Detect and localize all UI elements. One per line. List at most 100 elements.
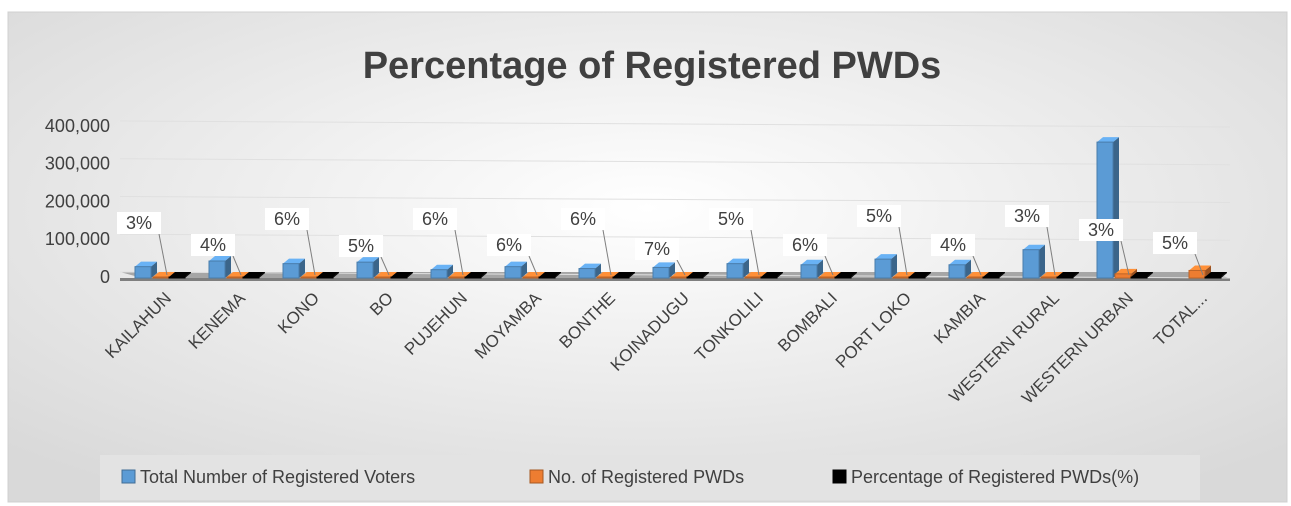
bar xyxy=(316,276,334,279)
bar-top xyxy=(135,261,157,267)
bar-side xyxy=(225,256,231,278)
bar-top xyxy=(227,272,249,277)
leader-line xyxy=(1120,240,1130,276)
bar xyxy=(1056,276,1074,279)
bar xyxy=(1204,276,1222,279)
y-tick-label: 300,000 xyxy=(45,154,110,174)
bar xyxy=(226,276,244,279)
bar-top xyxy=(391,272,413,277)
bar-side xyxy=(1205,265,1211,278)
bar-top xyxy=(243,272,265,277)
bar-top xyxy=(819,272,841,277)
bar xyxy=(430,269,448,279)
data-label: 6% xyxy=(422,209,448,229)
bar-side xyxy=(595,263,601,278)
bar-side xyxy=(1221,272,1227,278)
y-tick-label: 400,000 xyxy=(45,116,110,136)
bar xyxy=(1130,276,1148,279)
bar xyxy=(538,276,556,279)
bar-side xyxy=(1147,272,1153,278)
leader-line xyxy=(528,255,538,276)
data-label: 7% xyxy=(644,239,670,259)
data-label: 5% xyxy=(866,206,892,226)
floor-edge xyxy=(120,278,1230,281)
bar-side xyxy=(891,254,897,278)
bar xyxy=(908,276,926,279)
data-label: 6% xyxy=(570,209,596,229)
bar-top xyxy=(449,272,471,277)
data-label-box xyxy=(561,208,605,230)
bar xyxy=(464,276,482,279)
data-label-box xyxy=(635,238,679,260)
bar xyxy=(1096,141,1114,279)
bar-top xyxy=(761,272,783,277)
bar-side xyxy=(1131,268,1137,278)
bar-top xyxy=(613,272,635,277)
grid-line xyxy=(119,196,1231,203)
bar-top xyxy=(1131,272,1153,277)
data-label: 6% xyxy=(496,235,522,255)
bar xyxy=(834,276,852,279)
data-label-box xyxy=(191,234,235,256)
bar-top xyxy=(1041,272,1063,277)
bar xyxy=(652,266,670,279)
bar xyxy=(390,276,408,279)
bar-top xyxy=(687,272,709,277)
legend-label: Total Number of Registered Voters xyxy=(140,467,415,487)
data-label-box xyxy=(117,212,161,234)
y-tick-label: 100,000 xyxy=(45,229,110,249)
bar-side xyxy=(743,258,749,278)
leader-line xyxy=(232,255,242,276)
legend-label: Percentage of Registered PWDs(%) xyxy=(851,467,1139,487)
bar xyxy=(504,266,522,279)
data-label-box xyxy=(1005,205,1049,227)
bar-side xyxy=(447,264,453,278)
bar xyxy=(522,276,540,279)
data-label: 3% xyxy=(126,213,152,233)
bar-side xyxy=(407,272,413,278)
bar-top xyxy=(653,262,675,268)
bar-top xyxy=(1057,272,1079,277)
grid-line xyxy=(119,233,1231,241)
bar-top xyxy=(727,258,749,264)
bar-top xyxy=(801,259,823,265)
bar xyxy=(208,260,226,279)
bar-top xyxy=(375,272,397,277)
data-label-box xyxy=(1079,219,1123,241)
data-label-box xyxy=(487,234,531,256)
bar-top xyxy=(875,254,897,260)
bar xyxy=(874,258,892,279)
data-label-box xyxy=(1153,232,1197,254)
data-label-box xyxy=(339,235,383,257)
leader-line xyxy=(306,229,316,276)
bar-top xyxy=(983,272,1005,277)
bar-top xyxy=(523,272,545,277)
leader-line xyxy=(1194,253,1204,276)
bar-top xyxy=(745,272,767,277)
leader-line xyxy=(676,259,686,276)
bar xyxy=(892,276,910,279)
bar-side xyxy=(151,261,157,278)
bar xyxy=(760,276,778,279)
bar-top xyxy=(1023,244,1045,250)
data-label: 4% xyxy=(200,235,226,255)
leader-line xyxy=(380,256,390,276)
bar-top xyxy=(949,259,971,265)
leader-line xyxy=(898,226,908,276)
legend-label: No. of Registered PWDs xyxy=(548,467,744,487)
bar-top xyxy=(1205,272,1227,277)
leader-line xyxy=(602,229,612,276)
bar-side xyxy=(333,272,339,278)
bar-side xyxy=(259,272,265,278)
bar-top xyxy=(505,261,527,267)
bar xyxy=(578,268,596,279)
bar-side xyxy=(629,272,635,278)
bar-top xyxy=(1115,268,1137,274)
bar-top xyxy=(579,263,601,269)
bar-side xyxy=(373,257,379,278)
bar-top xyxy=(671,272,693,277)
bar-side xyxy=(703,272,709,278)
bar-top xyxy=(465,272,487,277)
bar-top xyxy=(539,272,561,277)
data-label-box xyxy=(413,208,457,230)
